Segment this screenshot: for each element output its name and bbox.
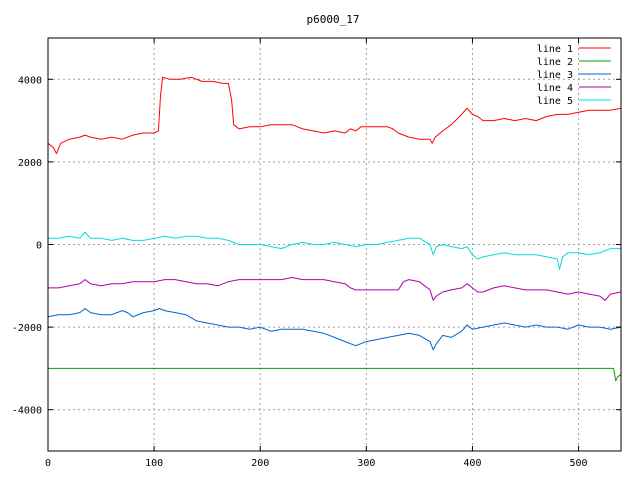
x-tick-label: 400 [463,458,481,469]
x-tick-label: 100 [145,458,163,469]
series-line-5 [48,231,621,270]
y-tick-label: 0 [36,241,42,252]
y-tick-label: 2000 [18,158,42,169]
legend-label: line 2 [537,57,573,68]
axis-ticks: 0 100 200 300 400 500 -4000 -2000 0 2000 4000 [12,38,621,469]
chart-title: p6000_17 [307,13,360,26]
legend: line 1 line 2 line 3 line 4 line 5 [537,44,611,107]
x-tick-label: 300 [357,458,375,469]
series-line-1 [47,76,622,155]
x-tick-label: 200 [251,458,269,469]
y-tick-label: -4000 [12,406,42,417]
legend-label: line 5 [537,96,573,107]
legend-label: line 1 [537,44,573,55]
series-lines [47,76,622,382]
legend-label: line 3 [537,70,573,81]
x-tick-label: 0 [45,458,51,469]
series-line-4 [48,277,622,301]
x-tick-label: 500 [570,458,588,469]
y-tick-label: -2000 [12,323,42,334]
y-tick-label: 4000 [18,75,42,86]
legend-label: line 4 [537,83,573,94]
series-line-2 [48,367,622,382]
series-line-3 [47,308,622,351]
grid-lines [48,38,621,451]
